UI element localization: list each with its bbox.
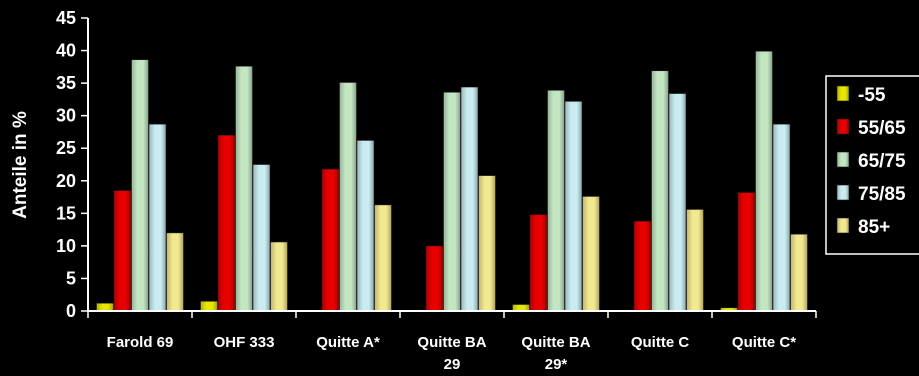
y-tick-label: 15 xyxy=(56,203,76,223)
x-category-label: OHF 333 xyxy=(214,334,275,351)
bar-5565-6 xyxy=(737,192,756,312)
legend-swatch xyxy=(836,118,850,135)
bar-6575-3 xyxy=(443,91,461,312)
y-tick-label: 30 xyxy=(56,106,76,126)
bar-7585-4 xyxy=(564,101,583,312)
bar-5565-4 xyxy=(529,214,548,312)
y-tick-label: 20 xyxy=(56,171,76,191)
bar-85-3 xyxy=(478,175,496,312)
y-tick-label: 10 xyxy=(56,236,76,256)
legend: -55 55/65 65/75 75/85 85+ xyxy=(825,75,919,255)
legend-label: 65/75 xyxy=(858,151,906,172)
bar-6575-5 xyxy=(651,70,669,312)
bar-6575-2 xyxy=(339,82,357,312)
bar-85-2 xyxy=(374,204,392,312)
legend-label: 55/65 xyxy=(858,118,906,139)
legend-label: 85+ xyxy=(858,217,890,238)
y-tick-label: 45 xyxy=(56,8,76,28)
x-category-label: Quitte BA 29* xyxy=(521,334,590,373)
x-category-label: Quitte BA 29 xyxy=(417,334,486,373)
bar-7585-6 xyxy=(772,123,791,312)
bar-55-1 xyxy=(200,300,218,312)
bar-6575-0 xyxy=(131,59,149,312)
bar-5565-2 xyxy=(321,168,340,312)
bar-85-1 xyxy=(270,241,288,312)
x-category-label: Quitte C xyxy=(631,334,689,351)
bar-85-5 xyxy=(686,209,704,312)
y-axis-ticks: 0 5 10 15 20 25 30 35 40 45 xyxy=(56,8,88,321)
bars xyxy=(96,50,808,312)
bar-6575-4 xyxy=(547,89,565,312)
x-category-label: Farold 69 xyxy=(107,334,174,351)
bar-6575-6 xyxy=(755,50,773,312)
legend-swatch xyxy=(836,151,850,168)
bar-85-4 xyxy=(582,196,600,312)
y-axis-title-group: Anteile in % xyxy=(10,111,31,219)
bar-7585-5 xyxy=(668,93,687,312)
legend-label: 75/85 xyxy=(858,184,906,205)
y-tick-label: 35 xyxy=(56,73,76,93)
x-axis-labels: Farold 69 OHF 333 Quitte A* Quitte BA 29 Quit… xyxy=(107,334,797,373)
y-tick-label: 5 xyxy=(66,268,76,288)
y-tick-label: 25 xyxy=(56,138,76,158)
bar-5565-0 xyxy=(113,190,132,312)
y-axis-title: Anteile in % xyxy=(10,111,31,219)
bar-7585-1 xyxy=(252,164,271,312)
legend-swatch xyxy=(836,85,850,102)
bar-5565-5 xyxy=(633,220,652,312)
legend-swatch xyxy=(836,217,850,234)
bar-5565-3 xyxy=(425,245,444,312)
legend-swatch xyxy=(836,184,850,201)
bar-85-0 xyxy=(166,232,184,312)
bar-7585-0 xyxy=(148,123,167,312)
bar-7585-3 xyxy=(460,86,479,312)
x-category-label: Quitte A* xyxy=(316,334,380,351)
axes xyxy=(87,18,817,318)
bar-5565-1 xyxy=(217,134,236,312)
y-tick-label: 0 xyxy=(66,301,76,321)
bar-85-6 xyxy=(790,233,808,312)
x-category-label: Quitte C* xyxy=(732,334,796,351)
legend-label: -55 xyxy=(858,85,886,106)
bar-7585-2 xyxy=(356,140,375,312)
bar-6575-1 xyxy=(235,65,253,312)
y-tick-label: 40 xyxy=(56,41,76,61)
bar-55-0 xyxy=(96,302,114,312)
